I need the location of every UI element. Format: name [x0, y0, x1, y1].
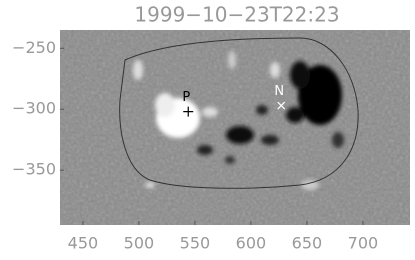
x-tick-label: 700: [348, 234, 379, 253]
annotation-label: P: [182, 90, 190, 105]
chart-title: 1999−10−23T22:23: [134, 3, 339, 27]
x-tick-label: 600: [236, 234, 267, 253]
x-tick-label: 450: [68, 234, 99, 253]
y-tick-label: −300: [12, 99, 56, 118]
y-tick-label: −250: [12, 38, 56, 57]
chart: 1999−10−23T22:23 450 500 550 600 650 700 −250 −…: [0, 0, 415, 260]
y-tick-label: −350: [12, 160, 56, 179]
x-tick-label: 550: [180, 234, 211, 253]
magnetogram: [60, 30, 410, 225]
x-tick-label: 650: [292, 234, 323, 253]
x-tick-label: 500: [124, 234, 155, 253]
annotation-label: N: [274, 84, 284, 99]
